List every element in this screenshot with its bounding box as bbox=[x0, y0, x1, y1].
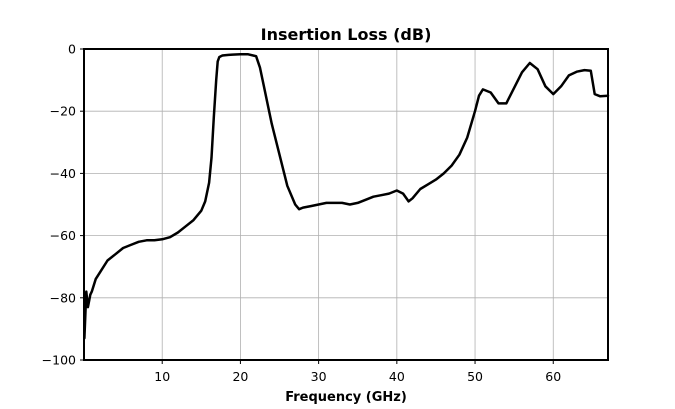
y-tick-label: −60 bbox=[50, 228, 76, 243]
x-tick-label: 30 bbox=[311, 369, 327, 384]
x-tick-label: 40 bbox=[389, 369, 405, 384]
chart-title: Insertion Loss (dB) bbox=[261, 25, 432, 44]
x-tick-label: 60 bbox=[545, 369, 561, 384]
x-tick-label: 20 bbox=[232, 369, 248, 384]
x-axis-title: Frequency (GHz) bbox=[285, 390, 407, 405]
y-tick-label: −20 bbox=[50, 104, 76, 119]
x-tick-label: 50 bbox=[467, 369, 483, 384]
y-tick-label: 0 bbox=[68, 42, 76, 57]
axis-ticks: 10 20 30 40 50 60 0 −20 −40 −60 −80 −100 bbox=[42, 42, 562, 385]
series-layer bbox=[84, 54, 608, 338]
x-tick-label: 10 bbox=[154, 369, 170, 384]
y-tick-label: −100 bbox=[42, 353, 76, 368]
y-tick-label: −40 bbox=[50, 166, 76, 181]
series-line bbox=[84, 54, 608, 338]
y-tick-label: −80 bbox=[50, 290, 76, 305]
